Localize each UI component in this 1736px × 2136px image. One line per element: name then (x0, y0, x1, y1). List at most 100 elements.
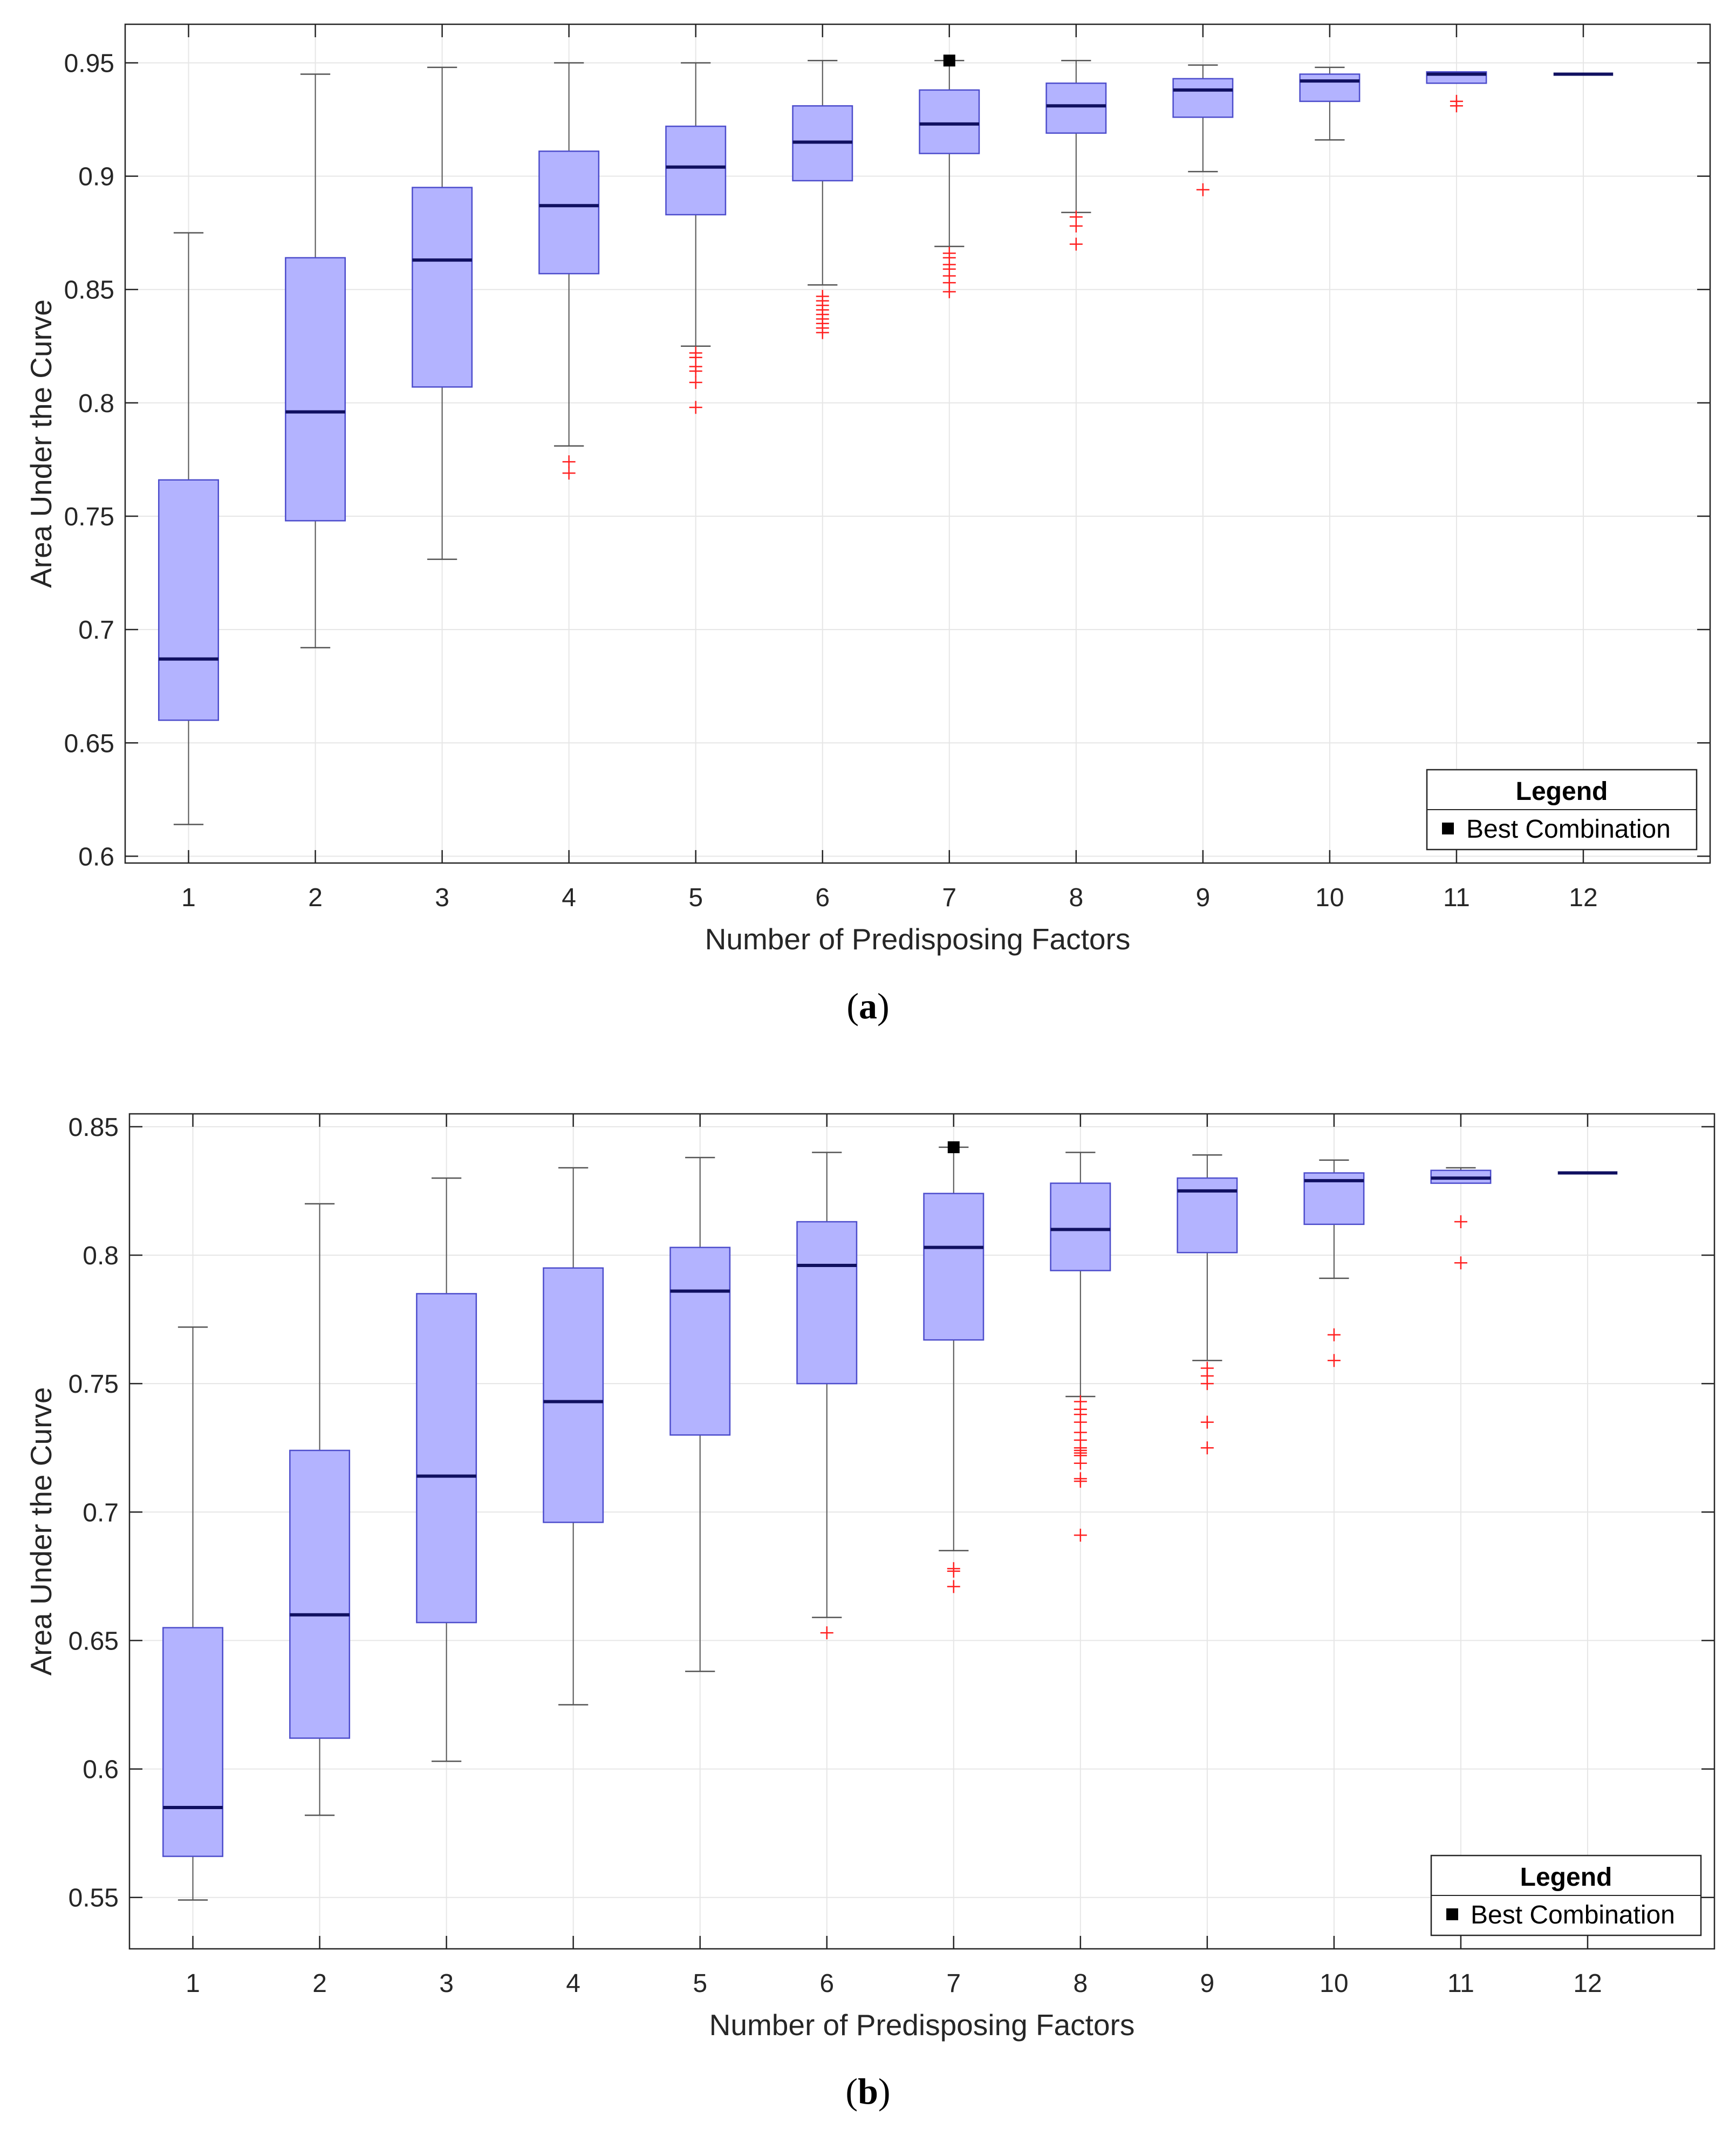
y-tick-label: 0.55 (69, 1884, 119, 1913)
box-8 (1045, 59, 1107, 251)
box-body (412, 187, 473, 388)
panel-letter: a (859, 985, 877, 1026)
legend-title: Legend (1520, 1863, 1612, 1892)
x-tick-label: 9 (1200, 1969, 1214, 1998)
outlier-marker (689, 376, 702, 389)
outlier-marker (562, 467, 576, 480)
box-1 (158, 232, 220, 825)
y-tick-label: 0.75 (64, 503, 114, 531)
box-3 (416, 1177, 477, 1762)
box-body (1177, 1177, 1238, 1254)
box-7 (919, 59, 980, 298)
panel-caption: (a) (846, 985, 889, 1026)
box-10 (1299, 66, 1361, 141)
outlier-marker (1200, 1377, 1214, 1391)
outlier-marker (1196, 183, 1209, 196)
box-9 (1177, 1154, 1238, 1455)
x-tick-label: 6 (815, 884, 830, 912)
x-tick-label: 8 (1069, 884, 1083, 912)
outlier-marker (1074, 1529, 1087, 1542)
y-axis-label: Area Under the Curve (24, 1387, 58, 1676)
x-tick-label: 12 (1569, 884, 1597, 912)
y-tick-label: 0.85 (64, 276, 114, 305)
box-body (1172, 78, 1234, 118)
box-body (289, 1449, 351, 1739)
outlier-marker (562, 455, 576, 469)
x-tick-label: 11 (1447, 1969, 1474, 1998)
box-body (923, 1193, 985, 1341)
box-6 (792, 59, 853, 339)
box-4 (543, 1167, 604, 1706)
y-tick-label: 0.6 (78, 843, 114, 871)
plot-area (125, 24, 1710, 863)
outlier-marker (1454, 1256, 1467, 1270)
box-body (1045, 83, 1107, 134)
y-tick-label: 0.75 (69, 1370, 119, 1399)
x-tick-label: 1 (186, 1969, 200, 1998)
box-body (1299, 73, 1361, 102)
box-5 (665, 62, 727, 414)
best-combination-marker (947, 1141, 960, 1153)
y-tick-label: 0.95 (64, 49, 114, 78)
x-tick-label: 3 (435, 884, 449, 912)
x-tick-label: 11 (1443, 884, 1470, 912)
x-tick-label: 4 (562, 884, 576, 912)
box-body (669, 1247, 731, 1436)
box-body (1050, 1182, 1111, 1271)
box-10 (1303, 1159, 1365, 1367)
box-2 (289, 1203, 351, 1816)
outlier-marker (816, 326, 829, 339)
x-tick-label: 5 (688, 884, 703, 912)
x-tick-label: 6 (819, 1969, 834, 1998)
y-axis-label: Area Under the Curve (24, 299, 58, 588)
x-tick-label: 5 (693, 1969, 707, 1998)
box-1 (162, 1326, 224, 1901)
outlier-marker (689, 365, 702, 378)
x-tick-label: 7 (946, 1969, 961, 1998)
box-body (162, 1627, 224, 1857)
legend: Legend Best Combination (1430, 1854, 1702, 1936)
box-11 (1426, 71, 1487, 113)
legend: Legend Best Combination (1426, 769, 1698, 851)
box-9 (1172, 64, 1234, 196)
outlier-marker (1327, 1354, 1341, 1367)
panel-caption: (b) (845, 2071, 890, 2112)
outlier-marker (1327, 1328, 1341, 1341)
outlier-marker (1069, 220, 1083, 233)
chart-panel-a: 0.60.650.70.750.80.850.90.951 2 3 4 5 6 7 8 9 10 1… (24, 23, 1711, 1026)
box-3 (412, 66, 473, 560)
y-tick-label: 0.65 (69, 1627, 119, 1655)
outlier-marker (1074, 1456, 1087, 1470)
y-tick-label: 0.8 (83, 1242, 119, 1270)
x-tick-label: 10 (1320, 1969, 1348, 1998)
plot-area (129, 1114, 1714, 1949)
axes-frame (124, 23, 1711, 864)
outlier-marker (942, 285, 956, 298)
panel-letter: b (858, 2071, 878, 2112)
box-6 (796, 1152, 858, 1640)
box-body (543, 1267, 604, 1523)
outlier-marker (1069, 237, 1083, 251)
x-tick-label: 3 (439, 1969, 454, 1998)
x-tick-label: 2 (312, 1969, 327, 1998)
outlier-marker (947, 1564, 960, 1578)
x-tick-label: 8 (1073, 1969, 1088, 1998)
box-body (158, 479, 220, 721)
x-tick-label: 2 (308, 884, 323, 912)
box-body (285, 257, 346, 522)
outlier-marker (947, 1580, 960, 1593)
y-tick-label: 0.6 (83, 1756, 119, 1784)
x-tick-label: 4 (566, 1969, 580, 1998)
outlier-marker (1450, 99, 1463, 113)
box-body (416, 1293, 477, 1624)
legend-title: Legend (1516, 777, 1608, 806)
box-4 (538, 62, 600, 480)
x-tick-label: 1 (181, 884, 196, 912)
box-body (665, 125, 727, 216)
chart-panel-b: 0.550.60.650.70.750.80.851 2 3 4 5 6 7 8 9 10 11 12… (24, 1113, 1716, 2112)
outlier-marker (1074, 1475, 1087, 1488)
legend-label: Best Combination (1471, 1901, 1675, 1929)
legend-label: Best Combination (1466, 815, 1671, 844)
x-tick-label: 7 (942, 884, 956, 912)
